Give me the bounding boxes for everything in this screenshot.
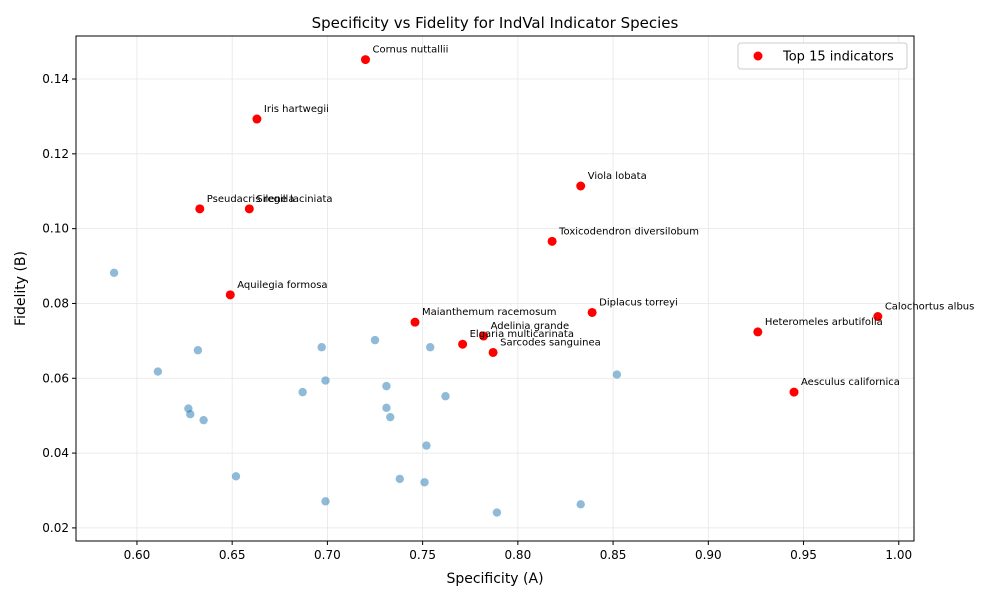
top-indicator-point (479, 331, 489, 341)
species-point (298, 387, 307, 397)
species-point (153, 367, 163, 376)
species-point (386, 412, 395, 422)
top-indicator-point (873, 312, 883, 322)
top-indicator-point (458, 339, 468, 349)
point-annotation: Sarcodes sanguinea (500, 337, 601, 348)
chart-title: Specificity vs Fidelity for IndVal Indic… (312, 14, 679, 32)
y-tick-label: 0.04 (42, 446, 69, 460)
point-annotation: Viola lobata (588, 171, 647, 182)
y-tick-label: 0.02 (42, 521, 69, 535)
top-indicator-point (195, 204, 205, 214)
point-annotation: Diplacus torreyi (599, 297, 678, 308)
data-points (109, 55, 883, 517)
legend-label: Top 15 indicators (782, 50, 894, 65)
point-annotation: Silene laciniata (256, 194, 332, 205)
species-point (231, 472, 241, 481)
x-tick-label: 1.00 (885, 548, 912, 562)
top-indicator-point (753, 327, 763, 337)
top-indicator-point (587, 307, 597, 317)
species-point (317, 343, 326, 352)
y-tick-label: 0.08 (42, 296, 69, 310)
x-tick-label: 0.95 (790, 548, 817, 562)
top-indicator-point (576, 181, 586, 191)
point-annotation: Calochortus albus (885, 302, 975, 313)
point-annotation: Aquilegia formosa (237, 280, 327, 291)
y-tick-label: 0.10 (42, 222, 69, 236)
x-tick-label: 0.75 (409, 548, 436, 562)
legend: Top 15 indicators (737, 42, 908, 70)
point-annotations: Cornus nuttallii Iris hartwegii Viola loba… (207, 45, 975, 389)
y-tick-label: 0.14 (42, 72, 69, 86)
x-axis-label: Specificity (A) (446, 571, 543, 587)
species-point (576, 500, 585, 509)
top-indicator-point (547, 236, 557, 246)
grid (76, 36, 914, 541)
point-annotation: Heteromeles arbutifolia (765, 317, 883, 328)
top-indicator-point (360, 55, 370, 65)
plot-frame (75, 35, 915, 542)
species-point (426, 343, 435, 352)
species-point (199, 415, 208, 425)
species-point (321, 497, 330, 506)
y-tick-label: 0.06 (42, 371, 69, 385)
species-point (370, 335, 380, 345)
top-indicator-point (488, 347, 498, 357)
legend-marker (753, 51, 763, 61)
point-annotation: Maianthemum racemosum (422, 307, 556, 318)
species-point (420, 478, 429, 487)
species-point (492, 508, 502, 517)
point-annotation: Adelinia grande (491, 321, 570, 332)
species-point (186, 409, 195, 419)
top-indicator-point (252, 114, 262, 124)
x-tick-label: 0.85 (600, 548, 627, 562)
species-point (382, 381, 391, 391)
species-point (109, 268, 119, 277)
x-tick-label: 0.80 (504, 548, 531, 562)
x-tick-label: 0.65 (219, 548, 246, 562)
top-indicator-point (244, 204, 254, 214)
top-indicator-point (410, 317, 420, 327)
point-annotation: Pseudacris regilla (207, 194, 295, 205)
species-point (612, 370, 622, 379)
species-point (193, 346, 203, 355)
species-point (321, 376, 330, 385)
point-annotation: Toxicodendron diversilobum (558, 226, 699, 237)
y-axis-label: Fidelity (B) (13, 251, 29, 326)
species-point (422, 441, 431, 450)
point-annotation: Iris hartwegii (264, 104, 329, 115)
point-annotation: Cornus nuttallii (372, 45, 448, 56)
x-tick-label: 0.60 (124, 548, 151, 562)
x-tick-label: 0.90 (695, 548, 722, 562)
x-tick-label: 0.70 (314, 548, 341, 562)
point-annotation: Elgaria multicarinata (470, 329, 574, 340)
y-tick-label: 0.12 (42, 147, 69, 161)
legend-box (737, 42, 908, 70)
top-indicator-point (789, 387, 799, 397)
species-point (382, 403, 391, 413)
point-annotation: Aesculus californica (801, 377, 900, 388)
species-point (441, 392, 450, 401)
species-point (395, 474, 404, 484)
axis-ticks: 0.60 0.65 0.70 0.75 0.80 0.85 0.90 0.95 1.00 0.02… (42, 72, 912, 562)
top-indicator-point (225, 290, 235, 300)
